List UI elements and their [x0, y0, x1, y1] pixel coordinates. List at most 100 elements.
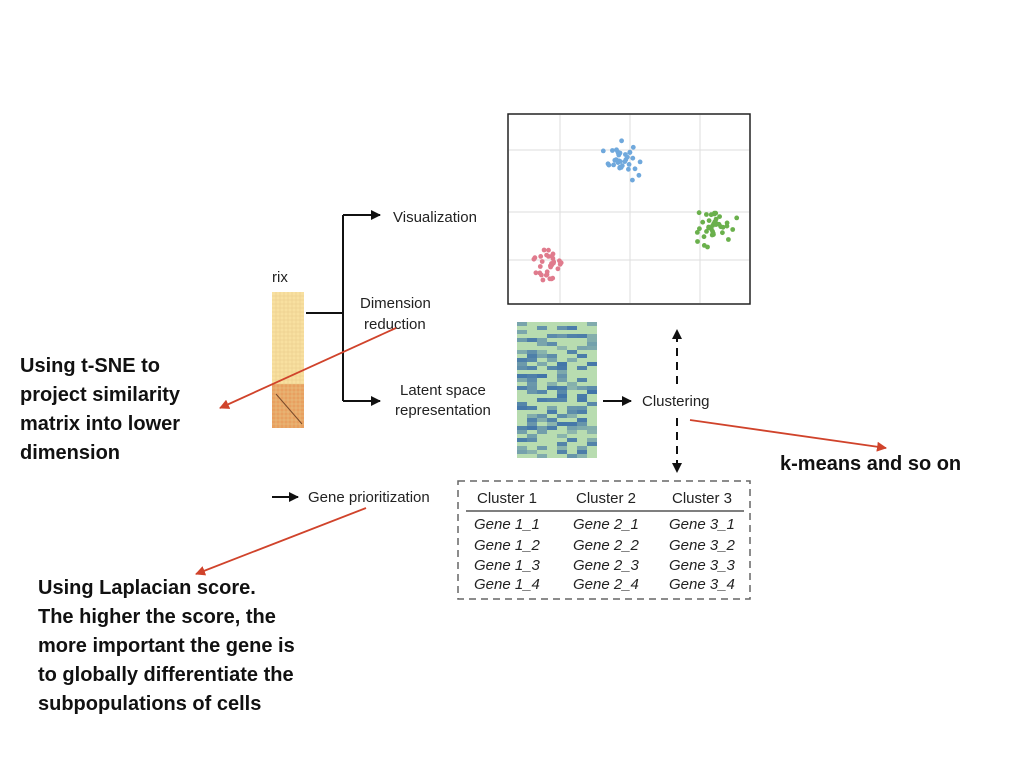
- heatmap-cell: [517, 446, 527, 450]
- scatter-point: [720, 224, 726, 230]
- heatmap-cell: [557, 326, 567, 330]
- heatmap-cell: [537, 326, 547, 330]
- heatmap-cell: [547, 354, 557, 358]
- scatter-point: [616, 158, 622, 164]
- heatmap-cell: [557, 390, 567, 394]
- heatmap-cell: [537, 390, 547, 394]
- scatter-point: [696, 210, 702, 216]
- gene-table: Cluster 1 Cluster 2 Cluster 3 Gene 1_1 G…: [457, 480, 751, 600]
- heatmap-cell: [547, 386, 557, 390]
- heatmap-cell: [577, 446, 587, 450]
- heatmap-cell: [577, 398, 587, 402]
- heatmap-cell: [537, 430, 547, 434]
- heatmap-cell: [567, 430, 577, 434]
- heatmap-cell: [567, 386, 577, 390]
- heatmap-cell: [527, 422, 537, 426]
- heatmap-cell: [547, 342, 557, 346]
- heatmap-cell: [557, 394, 567, 398]
- heatmap-cell: [517, 438, 527, 442]
- scatter-point: [627, 150, 633, 156]
- scatter-point: [637, 159, 643, 165]
- scatter-point: [533, 270, 539, 276]
- heatmap-cell: [567, 382, 577, 386]
- dimension-reduction-label-line1: Dimension: [360, 295, 431, 312]
- heatmap-cell: [547, 398, 557, 402]
- heatmap-cell: [527, 386, 537, 390]
- heatmap-cell: [587, 342, 597, 346]
- heatmap-cell: [587, 346, 597, 350]
- heatmap-cell: [557, 366, 567, 370]
- scatter-point: [610, 148, 615, 153]
- scatter-point: [704, 212, 709, 217]
- heatmap-cell: [517, 406, 527, 410]
- heatmap-cell: [587, 386, 597, 390]
- scatter-point: [734, 215, 740, 221]
- gene-table-cell: Gene 1_1: [474, 516, 540, 533]
- heatmap-cell: [537, 354, 547, 358]
- heatmap-cell: [527, 406, 537, 410]
- gene-table-cell: Gene 3_1: [669, 516, 735, 533]
- scatter-point: [546, 247, 551, 253]
- scatter-point: [600, 148, 606, 154]
- heatmap-cell: [577, 422, 587, 426]
- heatmap-cell: [587, 442, 597, 446]
- heatmap-cell: [527, 366, 537, 370]
- scatter-point: [539, 259, 545, 264]
- heatmap-cell: [557, 374, 567, 378]
- scatter-point: [630, 144, 636, 150]
- gene-table-cell: Gene 3_2: [669, 537, 736, 554]
- heatmap-cell: [537, 374, 547, 378]
- gene-table-cell: Gene 2_3: [573, 557, 640, 574]
- heatmap-cell: [577, 334, 587, 338]
- scatter-point: [549, 276, 554, 282]
- heatmap-cell: [547, 418, 557, 422]
- heatmap-cell: [567, 414, 577, 418]
- heatmap-cell: [587, 362, 597, 366]
- gene-table-header: Cluster 3: [672, 490, 732, 507]
- heatmap-cell: [527, 374, 537, 378]
- gene-table-header: Cluster 2: [576, 490, 636, 507]
- gene-table-cell: Gene 1_3: [474, 557, 541, 574]
- heatmap-cell: [547, 410, 557, 414]
- heatmap-cell: [527, 418, 537, 422]
- scatter-point: [694, 230, 700, 235]
- gene-table-header: Cluster 1: [477, 490, 537, 507]
- gene-table-cell: Gene 1_4: [474, 576, 540, 593]
- heatmap-cell: [517, 426, 527, 430]
- scatter-point: [624, 154, 630, 160]
- gene-table-cell: Gene 3_4: [669, 576, 735, 593]
- scatter-point: [537, 270, 543, 276]
- heatmap-cell: [537, 454, 547, 458]
- heatmap-cell: [547, 426, 557, 430]
- heatmap-cell: [557, 442, 567, 446]
- scatter-point: [712, 219, 718, 225]
- heatmap-cell: [517, 322, 527, 326]
- heatmap-cell: [537, 338, 547, 342]
- scatter-point: [716, 221, 722, 227]
- heatmap-cell: [577, 366, 587, 370]
- scatter-point: [717, 214, 722, 220]
- scatter-point: [636, 172, 642, 178]
- heatmap-cell: [557, 450, 567, 454]
- heatmap-cell: [577, 418, 587, 422]
- heatmap-cell: [557, 334, 567, 338]
- heatmap-cell: [577, 410, 587, 414]
- heatmap-cell: [557, 346, 567, 350]
- heatmap-cell: [577, 406, 587, 410]
- heatmap-cell: [577, 426, 587, 430]
- heatmap-cell: [517, 430, 527, 434]
- heatmap-cell: [557, 370, 567, 374]
- heatmap-cell: [587, 438, 597, 442]
- heatmap-cell: [577, 454, 587, 458]
- heatmap-cell: [577, 394, 587, 398]
- scatter-point: [549, 253, 555, 259]
- scatter-point: [701, 234, 707, 240]
- tsne-annotation-arrow: [219, 327, 397, 409]
- heatmap-cell: [517, 402, 527, 406]
- gene-table-dashed-border: [457, 480, 751, 600]
- heatmap-cell: [557, 378, 567, 382]
- heatmap-cell: [517, 338, 527, 342]
- heatmap-cell: [517, 366, 527, 370]
- heatmap-cell: [587, 426, 597, 430]
